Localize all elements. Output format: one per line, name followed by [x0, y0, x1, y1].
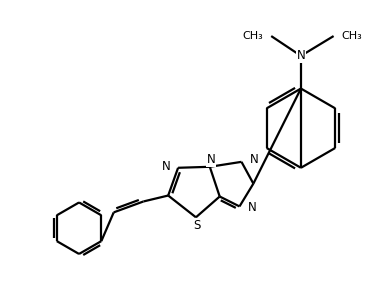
Text: CH₃: CH₃	[341, 31, 362, 41]
Text: N: N	[249, 153, 258, 166]
Text: N: N	[247, 201, 256, 214]
Text: S: S	[193, 219, 201, 232]
Text: N: N	[297, 49, 305, 62]
Text: N: N	[206, 153, 215, 166]
Text: CH₃: CH₃	[243, 31, 263, 41]
Text: N: N	[161, 160, 170, 173]
